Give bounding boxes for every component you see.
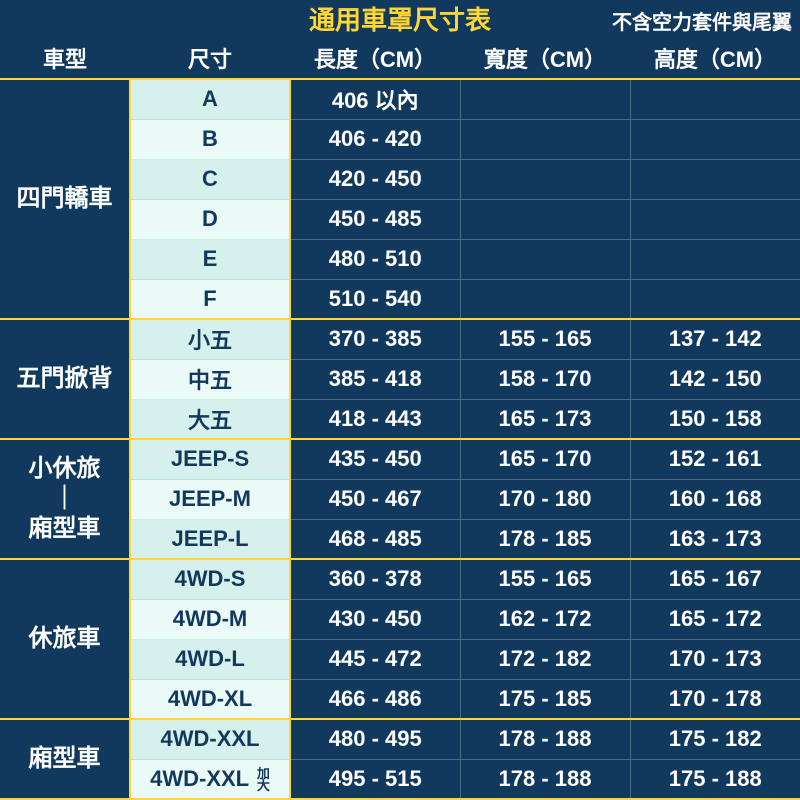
dim-cell: 495 - 515	[290, 759, 460, 799]
dim-cell: 468 - 485	[290, 519, 460, 559]
size-cell: 小五	[130, 319, 290, 359]
size-cell: B	[130, 119, 290, 159]
dim-cell: 450 - 467	[290, 479, 460, 519]
size-cell: F	[130, 279, 290, 319]
dim-cell: 178 - 185	[460, 519, 630, 559]
col-length: 長度（CM）	[290, 37, 460, 79]
dim-cell: 435 - 450	[290, 439, 460, 479]
dim-cell: 165 - 167	[630, 559, 800, 599]
size-cell: 4WD-L	[130, 639, 290, 679]
size-cell: JEEP-L	[130, 519, 290, 559]
dim-cell: 175 - 185	[460, 679, 630, 719]
size-cell: 4WD-XL	[130, 679, 290, 719]
col-size: 尺寸	[130, 37, 290, 79]
dim-cell: 155 - 165	[460, 559, 630, 599]
category-cell: 休旅車	[0, 559, 130, 719]
dim-cell: 162 - 172	[460, 599, 630, 639]
dim-cell: 418 - 443	[290, 399, 460, 439]
size-cell: D	[130, 199, 290, 239]
dim-cell: 370 - 385	[290, 319, 460, 359]
dim-cell	[460, 239, 630, 279]
dim-cell	[460, 79, 630, 119]
dim-cell: 155 - 165	[460, 319, 630, 359]
dim-cell: 178 - 188	[460, 759, 630, 799]
table-row: 四門轎車A406 以內	[0, 79, 800, 119]
table-row: 五門掀背小五370 - 385155 - 165137 - 142	[0, 319, 800, 359]
dim-cell: 137 - 142	[630, 319, 800, 359]
size-cell: JEEP-S	[130, 439, 290, 479]
size-table: 車型 尺寸 長度（CM） 寬度（CM） 高度（CM） 四門轎車A406 以內B4…	[0, 37, 800, 800]
category-cell: 五門掀背	[0, 319, 130, 439]
dim-cell: 420 - 450	[290, 159, 460, 199]
dim-cell: 385 - 418	[290, 359, 460, 399]
dim-cell	[630, 159, 800, 199]
dim-cell	[460, 199, 630, 239]
dim-cell: 160 - 168	[630, 479, 800, 519]
dim-cell	[460, 159, 630, 199]
size-cell: 4WD-XXL 加大	[130, 759, 290, 799]
dim-cell	[630, 239, 800, 279]
title-bar: 通用車罩尺寸表 不含空力套件與尾翼	[0, 0, 800, 37]
dim-cell: 165 - 172	[630, 599, 800, 639]
chart-note: 不含空力套件與尾翼	[612, 6, 792, 35]
size-cell: C	[130, 159, 290, 199]
dim-cell: 406 - 420	[290, 119, 460, 159]
dim-cell	[630, 199, 800, 239]
table-row: 廂型車4WD-XXL480 - 495178 - 188175 - 182	[0, 719, 800, 759]
dim-cell: 165 - 173	[460, 399, 630, 439]
size-cell: JEEP-M	[130, 479, 290, 519]
dim-cell	[460, 279, 630, 319]
size-cell: A	[130, 79, 290, 119]
table-row: 小休旅｜廂型車JEEP-S435 - 450165 - 170152 - 161	[0, 439, 800, 479]
dim-cell	[460, 119, 630, 159]
size-chart: 通用車罩尺寸表 不含空力套件與尾翼 車型 尺寸 長度（CM） 寬度（CM） 高度…	[0, 0, 800, 800]
dim-cell: 170 - 178	[630, 679, 800, 719]
dim-cell: 170 - 180	[460, 479, 630, 519]
col-height: 高度（CM）	[630, 37, 800, 79]
size-cell: 4WD-S	[130, 559, 290, 599]
dim-cell: 150 - 158	[630, 399, 800, 439]
dim-cell: 406 以內	[290, 79, 460, 119]
dim-cell	[630, 79, 800, 119]
dim-cell: 175 - 182	[630, 719, 800, 759]
dim-cell: 466 - 486	[290, 679, 460, 719]
dim-cell: 430 - 450	[290, 599, 460, 639]
dim-cell: 510 - 540	[290, 279, 460, 319]
dim-cell: 152 - 161	[630, 439, 800, 479]
dim-cell	[630, 119, 800, 159]
category-cell: 廂型車	[0, 719, 130, 799]
col-width: 寬度（CM）	[460, 37, 630, 79]
category-cell: 四門轎車	[0, 79, 130, 319]
dim-cell: 178 - 188	[460, 719, 630, 759]
category-cell: 小休旅｜廂型車	[0, 439, 130, 559]
dim-cell: 142 - 150	[630, 359, 800, 399]
size-cell: 4WD-XXL	[130, 719, 290, 759]
table-row: 休旅車4WD-S360 - 378155 - 165165 - 167	[0, 559, 800, 599]
size-cell: E	[130, 239, 290, 279]
dim-cell: 480 - 495	[290, 719, 460, 759]
size-cell: 大五	[130, 399, 290, 439]
header-row: 車型 尺寸 長度（CM） 寬度（CM） 高度（CM）	[0, 37, 800, 79]
dim-cell: 163 - 173	[630, 519, 800, 559]
size-cell: 中五	[130, 359, 290, 399]
dim-cell: 450 - 485	[290, 199, 460, 239]
size-cell: 4WD-M	[130, 599, 290, 639]
dim-cell: 172 - 182	[460, 639, 630, 679]
col-type: 車型	[0, 37, 130, 79]
dim-cell: 445 - 472	[290, 639, 460, 679]
dim-cell	[630, 279, 800, 319]
dim-cell: 165 - 170	[460, 439, 630, 479]
dim-cell: 158 - 170	[460, 359, 630, 399]
dim-cell: 170 - 173	[630, 639, 800, 679]
dim-cell: 360 - 378	[290, 559, 460, 599]
dim-cell: 480 - 510	[290, 239, 460, 279]
dim-cell: 175 - 188	[630, 759, 800, 799]
